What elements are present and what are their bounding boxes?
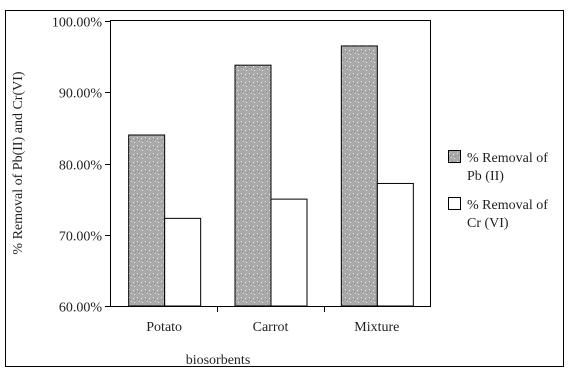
y-tick-label: 80.00% [59,159,103,174]
x-tick-label: Carrot [253,320,289,335]
y-tick-label: 70.00% [59,230,103,245]
bar-potato-cr [164,217,202,307]
legend-label-cr: % Removal of Cr (VI) [467,198,548,231]
bar-potato-pb [128,134,166,307]
y-tick-label: 90.00% [59,87,103,102]
legend-swatch-pb [448,150,461,163]
y-tick-label: 100.00% [52,16,103,31]
bar-carrot-pb [234,64,272,307]
y-axis-title: % Removal of Pb(II) and Cr(VI) [11,71,26,254]
legend-swatch-cr [448,197,461,210]
y-tick-label: 60.00% [59,301,103,316]
bar-mixture-cr [376,182,414,307]
x-tick-label: Mixture [354,320,399,335]
bar-carrot-cr [270,198,308,307]
x-tick-label: Potato [146,320,182,335]
chart-border [5,10,564,367]
legend-label-pb: % Removal of Pb (II) [467,151,548,184]
bar-mixture-pb [340,45,378,307]
x-axis-title: biosorbents [186,353,251,368]
